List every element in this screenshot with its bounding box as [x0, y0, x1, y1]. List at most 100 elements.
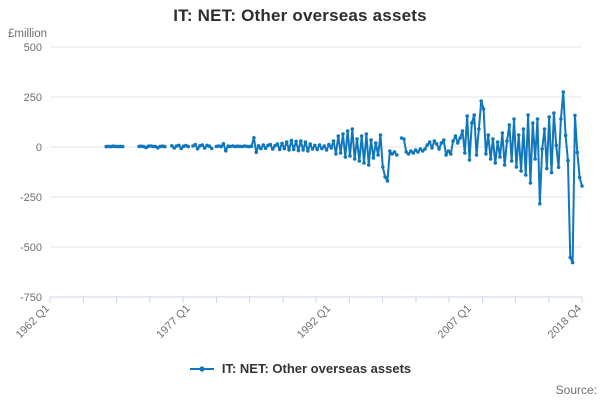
data-point-marker: [221, 142, 226, 146]
y-axis-tick-label: 500: [24, 42, 42, 54]
data-point-marker: [380, 165, 385, 169]
data-point-marker: [305, 149, 310, 153]
data-point-marker: [287, 148, 291, 152]
data-point-marker: [521, 127, 526, 131]
data-point-marker: [451, 139, 455, 143]
data-point-marker: [301, 148, 305, 152]
data-point-marker: [298, 139, 303, 143]
x-axis-tick-label: 1992 Q1: [295, 303, 333, 341]
data-point-marker: [507, 123, 512, 127]
data-point-marker: [404, 150, 409, 154]
data-point-marker: [418, 147, 423, 151]
data-point-marker: [320, 146, 324, 151]
data-point-marker: [549, 170, 554, 175]
legend-item[interactable]: IT: NET: Other overseas assets: [0, 361, 600, 376]
data-point-marker: [556, 165, 561, 169]
data-point-marker: [371, 156, 376, 160]
data-point-marker: [195, 147, 200, 151]
x-axis-tick-label: 1962 Q1: [14, 303, 52, 341]
data-point-marker: [254, 150, 259, 154]
data-point-marker: [223, 149, 228, 153]
y-axis-tick-label: -750: [20, 292, 42, 304]
data-point-marker: [538, 202, 542, 206]
data-point-marker: [270, 147, 275, 151]
data-point-marker: [202, 146, 207, 150]
data-point-marker: [465, 114, 469, 118]
data-point-marker: [259, 146, 263, 151]
chart-title: IT: NET: Other overseas assets: [173, 6, 427, 25]
data-point-marker: [392, 150, 397, 154]
data-point-marker: [535, 117, 540, 121]
data-point-marker: [200, 143, 205, 147]
legend-line-marker-icon: [189, 365, 214, 372]
data-point-marker: [385, 179, 390, 183]
data-point-marker: [432, 139, 437, 143]
data-point-marker: [568, 255, 573, 260]
data-point-marker: [430, 146, 434, 150]
data-point-marker: [402, 137, 406, 141]
data-point-marker: [425, 143, 430, 147]
data-point-marker: [186, 144, 191, 149]
data-point-marker: [514, 165, 519, 169]
data-point-marker: [505, 139, 509, 143]
data-point-marker: [530, 121, 535, 125]
data-point-marker: [179, 146, 184, 151]
data-point-marker: [416, 150, 420, 154]
data-point-marker: [481, 107, 486, 111]
data-point-marker: [359, 134, 364, 138]
data-point-marker: [554, 143, 559, 148]
data-point-marker: [474, 153, 479, 157]
data-point-marker: [434, 142, 439, 146]
data-point-marker: [570, 260, 575, 265]
data-point-marker: [448, 152, 453, 156]
data-point-marker: [552, 111, 556, 115]
data-point-marker: [284, 140, 289, 144]
data-point-marker: [350, 127, 355, 131]
data-point-marker: [256, 144, 261, 148]
data-point-marker: [277, 147, 282, 152]
data-point-marker: [495, 140, 500, 144]
data-point-marker: [310, 147, 315, 151]
data-point-marker: [291, 147, 296, 152]
data-point-marker: [540, 147, 544, 151]
data-point-marker: [509, 159, 514, 163]
data-point-marker: [345, 129, 350, 133]
data-point-marker: [343, 155, 348, 159]
data-point-marker: [477, 127, 481, 131]
data-point-marker: [500, 131, 505, 135]
source-label: Source:: [555, 383, 597, 397]
data-point-marker: [526, 113, 530, 117]
data-point-marker: [439, 141, 444, 145]
data-point-marker: [453, 134, 458, 138]
data-point-marker: [502, 163, 507, 167]
data-point-marker: [488, 157, 493, 161]
data-point-marker: [395, 153, 399, 157]
data-point-marker: [441, 138, 446, 142]
data-point-marker: [566, 158, 570, 163]
data-point-marker: [120, 144, 125, 149]
data-point-marker: [458, 136, 462, 140]
data-point-marker: [357, 159, 362, 163]
data-point-marker: [336, 134, 341, 138]
data-point-marker: [427, 140, 432, 144]
data-point-marker: [373, 141, 378, 145]
data-point-marker: [390, 152, 394, 156]
data-point-marker: [455, 141, 460, 145]
data-point-marker: [519, 169, 523, 173]
data-point-marker: [219, 144, 223, 149]
data-point-marker: [516, 133, 521, 137]
data-point-marker: [580, 184, 584, 188]
data-point-marker: [545, 166, 549, 171]
data-point-marker: [479, 99, 484, 103]
data-point-marker: [563, 133, 568, 138]
legend-label: IT: NET: Other overseas assets: [221, 361, 412, 376]
data-point-marker: [383, 175, 387, 179]
y-axis-tick-label: 250: [24, 92, 42, 104]
data-point-marker: [317, 143, 322, 147]
data-point-marker: [486, 133, 491, 137]
data-point-marker: [498, 155, 502, 159]
data-point-marker: [364, 132, 369, 136]
x-axis-tick-label: 2018 Q4: [546, 303, 584, 341]
data-point-marker: [446, 149, 451, 153]
data-point-marker: [355, 137, 359, 141]
